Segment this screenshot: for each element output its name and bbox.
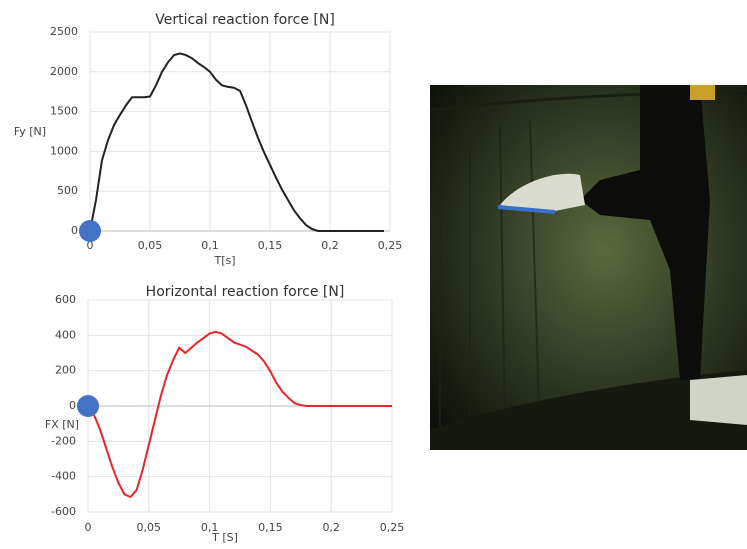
y-tick-label: 1500 [50, 105, 78, 118]
x-tick-label: 0,15 [258, 521, 283, 534]
x-tick-label: 0,1 [201, 521, 219, 534]
y-tick-label: 1000 [50, 144, 78, 157]
data-line [87, 330, 392, 498]
y-tick-label: 2000 [50, 65, 78, 78]
start-marker [77, 395, 99, 417]
x-axis-label: T[s] [213, 254, 235, 267]
x-tick-label: 0,25 [378, 239, 403, 252]
y-axis-label: FX [N] [45, 418, 79, 431]
chart-title: Horizontal reaction force [N] [146, 284, 345, 300]
x-tick-label: 0,15 [258, 239, 283, 252]
y-tick-label: 2500 [50, 25, 78, 38]
x-tick-label: 0,05 [137, 521, 162, 534]
y-axis-label: Fy [N] [14, 125, 46, 138]
x-axis-label: T [S] [211, 531, 238, 544]
x-tick-label: 0,2 [321, 239, 339, 252]
data-line [89, 52, 384, 232]
y-tick-label: 500 [57, 184, 78, 197]
y-tick-label: 0 [71, 224, 78, 237]
start-marker [79, 220, 101, 242]
x-tick-label: 0,2 [322, 521, 340, 534]
x-tick-label: 0 [85, 521, 92, 534]
plot-frame [89, 31, 391, 232]
y-tick-label: 600 [55, 293, 76, 306]
y-tick-label: 400 [55, 328, 76, 341]
y-tick-label: 200 [55, 364, 76, 377]
x-tick-label: 0 [87, 239, 94, 252]
chart-title: Vertical reaction force [N] [155, 12, 335, 28]
y-tick-label: 0 [69, 399, 76, 412]
x-tick-label: 0,25 [380, 521, 405, 534]
y-tick-label: -600 [51, 505, 76, 518]
y-tick-label: -400 [51, 470, 76, 483]
x-tick-label: 0,1 [201, 239, 219, 252]
x-tick-label: 0,05 [138, 239, 163, 252]
y-tick-label: -200 [51, 434, 76, 447]
photo [429, 85, 747, 450]
